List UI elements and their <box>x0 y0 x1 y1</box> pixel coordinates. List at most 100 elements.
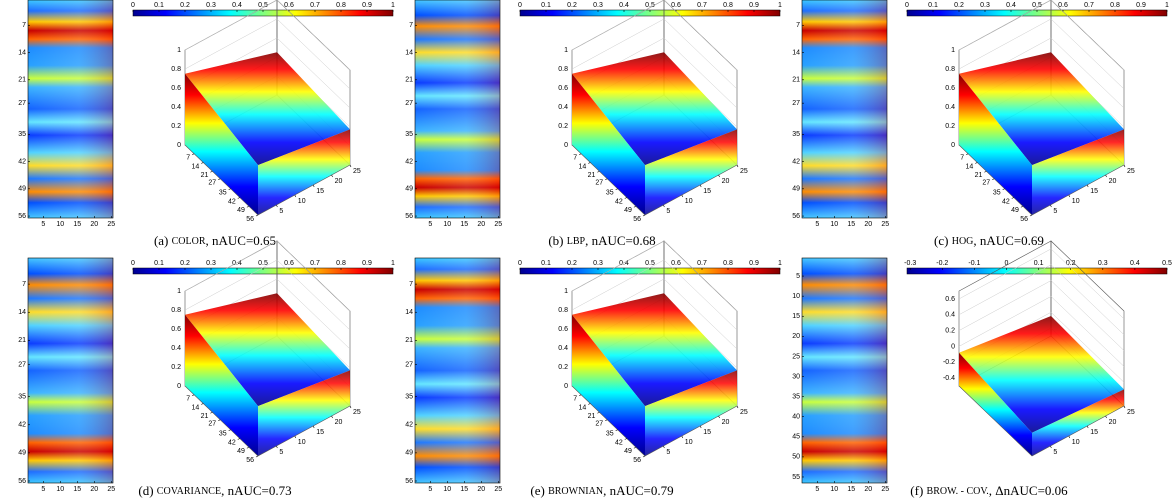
colorbar-tick-label: 0.4 <box>619 2 629 9</box>
heatmap-frame <box>27 0 114 219</box>
col-tick-label: 25 <box>1127 168 1135 175</box>
z-tick-label: 0 <box>564 142 568 149</box>
col-tick-label: 25 <box>740 168 748 175</box>
heatmap-y-tick-label: 55 <box>792 474 800 481</box>
caption-label: (a) <box>154 233 168 248</box>
colorbar-tick-label: 0.2 <box>567 2 577 9</box>
heatmap-y-tick-label: 49 <box>18 450 26 457</box>
colorbar-tick-label: 0.6 <box>1058 2 1068 9</box>
col-tick-label: 20 <box>335 419 343 426</box>
z-tick-label: 1 <box>951 47 955 54</box>
row-tick <box>246 205 250 208</box>
row-tick <box>228 188 231 191</box>
colorbar-tick-label: 0.8 <box>336 2 346 9</box>
col-tick-label: 10 <box>685 198 693 205</box>
colorbar-tick-label: 0.1 <box>541 260 551 267</box>
surface-front <box>572 73 645 215</box>
z-tick-label: -0.2 <box>943 359 955 366</box>
colorbar-tick-label: 0.9 <box>749 2 759 9</box>
col-tick <box>349 164 352 168</box>
heatmap-y-tick-label: 21 <box>18 337 26 344</box>
row-tick <box>218 419 221 422</box>
heatmap-y-tick-label: 35 <box>792 131 800 138</box>
z-tick-label: 0 <box>177 383 181 390</box>
caption-label: (b) <box>548 233 563 248</box>
colorbar-tick-label: 0.2 <box>180 2 190 9</box>
heatmap-y-tick-label: 14 <box>18 49 26 56</box>
colorbar-tick-label: 0 <box>1005 260 1009 267</box>
row-tick-label: 7 <box>960 155 964 162</box>
heatmap-shade <box>28 0 113 218</box>
col-tick <box>663 445 665 449</box>
heatmap-y-tick-label: 7 <box>22 281 26 288</box>
heatmap-x-tick-label: 10 <box>830 486 838 493</box>
heatmap-y-tick-label: 45 <box>792 434 800 441</box>
heatmap-x-tick-label: 5 <box>815 221 819 228</box>
heatmap-frame <box>414 257 501 484</box>
caption: (a) COLOR, nAUC=0.65 <box>154 233 276 248</box>
col-tick <box>294 194 297 198</box>
colorbar-tick-label: 0.2 <box>567 260 577 267</box>
heatmap-x-tick-label: 20 <box>90 486 98 493</box>
col-tick <box>718 174 720 178</box>
col-tick <box>699 184 702 188</box>
heatmap-x-tick-label: 5 <box>41 486 45 493</box>
col-tick <box>1068 435 1071 439</box>
z-tick-label: 0.8 <box>945 66 955 73</box>
col-tick <box>1068 194 1071 198</box>
grid-line <box>958 280 1125 351</box>
colorbar-tick-label: 0.9 <box>749 260 759 267</box>
heatmap-y-tick-label: 14 <box>792 49 800 56</box>
heatmap-x-tick-label: 25 <box>107 221 115 228</box>
heatmap-y-tick-label: 49 <box>18 186 26 193</box>
col-tick-label: 10 <box>298 198 306 205</box>
grid-line <box>184 0 351 71</box>
heatmap-y-tick-label: 56 <box>18 478 26 485</box>
row-tick <box>255 214 259 217</box>
row-tick-label: 14 <box>965 163 973 170</box>
col-tick-label: 20 <box>722 419 730 426</box>
row-tick <box>984 170 987 173</box>
row-tick <box>615 429 618 432</box>
col-tick-label: 20 <box>1109 419 1117 426</box>
col-tick-label: 10 <box>1072 439 1080 446</box>
col-tick <box>663 204 665 208</box>
row-tick-label: 49 <box>624 207 632 214</box>
row-tick <box>578 153 582 156</box>
row-tick-label: 27 <box>982 180 990 187</box>
row-tick <box>1020 205 1024 208</box>
z-tick-label: 0 <box>951 343 955 350</box>
heatmap-y-tick-label: 40 <box>792 414 800 421</box>
row-tick-label: 49 <box>237 448 245 455</box>
heatmap-y-tick-label: 49 <box>792 186 800 193</box>
z-tick-label: 1 <box>177 288 181 295</box>
grid-line <box>958 18 1125 90</box>
heatmap-y-tick-label: 7 <box>409 22 413 29</box>
colorbar-tick-label: 0.8 <box>336 260 346 267</box>
heatmap-y-tick-label: 42 <box>792 158 800 165</box>
caption-name: LBP <box>567 236 586 247</box>
colorbar-tick-label: 0.9 <box>362 2 372 9</box>
surface-top <box>572 52 737 166</box>
colorbar-tick-label: 0.1 <box>541 2 551 9</box>
colorbar-tick-label: 0.5 <box>258 260 268 267</box>
caption: (c) HOG, nAUC=0.69 <box>934 233 1044 248</box>
row-tick-label: 14 <box>191 404 199 411</box>
col-tick-label: 25 <box>740 409 748 416</box>
row-tick-label: 7 <box>186 155 190 162</box>
row-tick <box>201 403 204 405</box>
row-tick-label: 42 <box>1002 198 1010 205</box>
heatmap-y-tick-label: 56 <box>792 213 800 220</box>
heatmap-y-tick-label: 56 <box>405 478 413 485</box>
caption-metric: ΔnAUC=0.06 <box>995 483 1068 498</box>
surface-top <box>185 52 350 166</box>
z-tick-label: 0.2 <box>558 123 568 130</box>
heatmap-shade <box>802 0 887 218</box>
z-tick-label: -0.4 <box>943 375 955 382</box>
row-tick <box>237 438 240 440</box>
row-tick <box>965 153 969 156</box>
heatmap-y-tick-label: 27 <box>792 100 800 107</box>
colorbar-tick-label: 0.2 <box>180 260 190 267</box>
surface-front <box>185 73 258 215</box>
